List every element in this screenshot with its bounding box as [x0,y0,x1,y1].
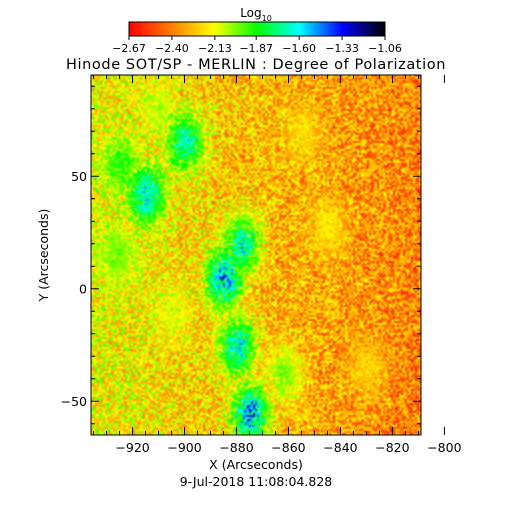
y-tick-labels: −50 0 50 [61,169,87,409]
y-tick-label: 0 [79,281,87,296]
colorbar-ticks: −2.67 −2.40 −2.13 −1.87 −1.60 −1.33 −1.06 [112,36,402,55]
timestamp: 9-Jul-2018 11:08:04.828 [180,474,333,489]
x-tick-label: −920 [115,440,149,455]
plot-frame [90,74,422,436]
x-tick-labels: −920 −900 −880 −860 −840 −820 −800 [115,440,461,455]
x-tick-label: −900 [167,440,201,455]
plot-area: −920 −900 −880 −860 −840 −820 −800 −50 0 50 [61,74,462,455]
heatmap-image [91,75,421,435]
colorbar-tick-label: −2.40 [155,42,189,55]
x-tick-label: −820 [375,440,409,455]
x-tick-label: −880 [219,440,253,455]
y-tick-label: 50 [71,169,87,184]
x-axis-label: X (Arcseconds) [209,457,303,472]
colorbar: Log10 −2.67 −2.40 −2.13 −1.87 −1.60 −1.33 −1.0… [112,6,402,55]
colorbar-tick-label: −1.60 [282,42,316,55]
axis-ticks [91,75,445,435]
y-tick-label: −50 [61,394,87,409]
colorbar-tick-label: −1.33 [325,42,359,55]
colorbar-tick-label: −2.67 [112,42,146,55]
colorbar-gradient [128,21,386,37]
colorbar-tick-label: −1.06 [368,42,402,55]
x-tick-label: −800 [427,440,461,455]
x-tick-label: −840 [323,440,357,455]
colorbar-tick-label: −2.13 [198,42,232,55]
colorbar-tick-label: −1.87 [239,42,273,55]
x-tick-label: −860 [271,440,305,455]
colorbar-label: Log10 [240,6,272,23]
y-axis-label: Y (Arcseconds) [36,209,51,303]
chart-title: Hinode SOT/SP - MERLIN : Degree of Polar… [66,57,446,73]
